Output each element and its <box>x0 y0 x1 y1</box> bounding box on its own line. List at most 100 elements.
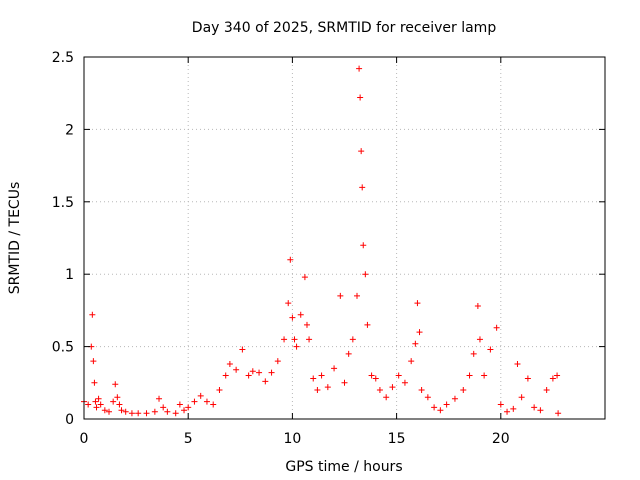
data-point <box>414 300 421 307</box>
data-point <box>222 372 229 379</box>
y-tick-label: 2.5 <box>52 50 74 66</box>
data-point <box>256 369 263 376</box>
data-point <box>90 358 97 365</box>
data-point <box>341 379 348 386</box>
y-tick: 1.5 <box>52 195 605 211</box>
data-point <box>226 360 233 367</box>
data-point <box>395 372 402 379</box>
y-axis-label: SRMTID / TECUs <box>7 182 23 295</box>
data-point <box>531 404 538 411</box>
x-tick-label: 10 <box>283 431 301 447</box>
x-tick-label: 15 <box>388 431 406 447</box>
data-point <box>93 404 100 411</box>
data-point <box>274 358 281 365</box>
data-point <box>306 336 313 343</box>
x-tick: 20 <box>492 57 510 447</box>
data-point <box>172 410 179 417</box>
data-point <box>128 410 135 417</box>
data-point <box>310 375 317 382</box>
data-point <box>476 336 483 343</box>
data-point <box>549 375 556 382</box>
data-point <box>331 365 338 372</box>
data-point <box>297 311 304 318</box>
y-tick: 1 <box>65 267 605 283</box>
data-point <box>293 343 300 350</box>
data-point <box>383 394 390 401</box>
data-point <box>358 148 365 155</box>
data-point <box>291 336 298 343</box>
data-point <box>424 394 431 401</box>
data-point <box>554 372 561 379</box>
data-point <box>497 401 504 408</box>
data-point <box>356 65 363 72</box>
data-point <box>368 372 375 379</box>
data-point <box>233 366 240 373</box>
data-point <box>504 408 511 415</box>
data-point <box>474 303 481 310</box>
y-tick-label: 2 <box>65 122 74 138</box>
data-point <box>281 336 288 343</box>
data-point <box>101 407 108 414</box>
y-tick: 0 <box>65 412 605 428</box>
data-point <box>176 401 183 408</box>
data-point <box>181 407 188 414</box>
data-point <box>376 387 383 394</box>
x-tick: 0 <box>80 57 89 447</box>
data-point <box>285 300 292 307</box>
y-tick: 2.5 <box>52 50 605 66</box>
x-tick-label: 20 <box>492 431 510 447</box>
data-point <box>493 324 500 331</box>
x-axis-label: GPS time / hours <box>285 459 402 475</box>
data-point <box>389 384 396 391</box>
data-point <box>249 368 256 375</box>
data-point <box>510 405 517 412</box>
data-point <box>357 94 364 101</box>
data-point <box>362 271 369 278</box>
data-point <box>324 384 331 391</box>
data-point <box>245 372 252 379</box>
data-point <box>91 379 98 386</box>
data-point <box>268 369 275 376</box>
data-point <box>412 340 419 347</box>
data-point <box>156 395 163 402</box>
data-point <box>289 314 296 321</box>
data-point <box>210 401 217 408</box>
data-point <box>89 311 96 318</box>
data-point <box>287 256 294 263</box>
data-point <box>92 398 99 405</box>
data-point <box>114 394 121 401</box>
data-point <box>118 407 125 414</box>
data-point <box>543 387 550 394</box>
data-point <box>303 321 310 328</box>
data-point <box>431 404 438 411</box>
data-point <box>518 394 525 401</box>
data-point <box>337 292 344 299</box>
data-point <box>437 407 444 414</box>
data-point <box>122 408 129 415</box>
data-point <box>203 398 210 405</box>
data-point <box>106 408 113 415</box>
data-point <box>239 346 246 353</box>
data-point <box>416 329 423 336</box>
data-point <box>143 410 150 417</box>
data-point <box>151 408 158 415</box>
y-tick-label: 0 <box>65 412 74 428</box>
data-point <box>524 375 531 382</box>
y-tick-label: 1.5 <box>52 195 74 211</box>
y-tick: 2 <box>65 122 605 138</box>
x-tick: 15 <box>388 57 406 447</box>
chart-title: Day 340 of 2025, SRMTID for receiver lam… <box>192 20 497 36</box>
data-point <box>135 410 142 417</box>
data-point <box>401 379 408 386</box>
data-point <box>301 274 308 281</box>
data-point <box>466 372 473 379</box>
x-tick-label: 5 <box>184 431 193 447</box>
data-point <box>359 184 366 191</box>
data-point <box>487 346 494 353</box>
data-point <box>185 404 192 411</box>
x-tick-label: 0 <box>80 431 89 447</box>
data-point <box>349 336 356 343</box>
data-point <box>197 392 204 399</box>
data-point <box>112 381 119 388</box>
